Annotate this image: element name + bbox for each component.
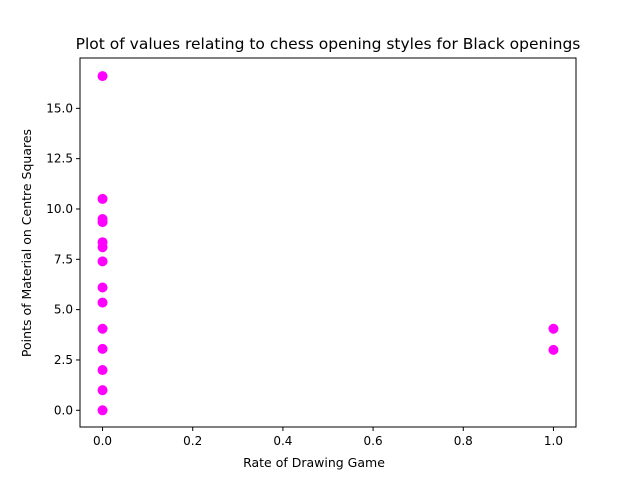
scatter-point bbox=[548, 344, 559, 355]
scatter-point bbox=[97, 193, 108, 204]
x-axis-label: Rate of Drawing Game bbox=[243, 455, 385, 470]
x-tick-label: 0.2 bbox=[183, 434, 202, 448]
y-tick-label: 7.5 bbox=[54, 252, 73, 266]
x-tick-label: 0.4 bbox=[273, 434, 292, 448]
scatter-point bbox=[97, 365, 108, 376]
chart-title: Plot of values relating to chess opening… bbox=[76, 35, 581, 53]
axis-ticks: 0.0 0.2 0.4 0.6 0.8 1.0 0.0 2.5 5.0 7.5 10.0 12.5 15… bbox=[46, 101, 563, 448]
x-tick-label: 0.0 bbox=[93, 434, 112, 448]
scatter-point bbox=[97, 71, 108, 82]
scatter-point bbox=[97, 217, 108, 228]
y-tick-label: 10.0 bbox=[46, 202, 73, 216]
x-tick-label: 0.8 bbox=[454, 434, 473, 448]
scatter-point bbox=[97, 323, 108, 334]
scatter-point bbox=[97, 405, 108, 416]
y-axis-label: Points of Material on Centre Squares bbox=[19, 129, 34, 357]
x-tick-label: 0.6 bbox=[364, 434, 383, 448]
y-tick-label: 0.0 bbox=[54, 403, 73, 417]
plot-frame bbox=[79, 57, 577, 428]
scatter-point bbox=[97, 297, 108, 308]
scatter-point bbox=[548, 323, 559, 334]
scatter-point bbox=[97, 256, 108, 267]
scatter-point bbox=[97, 343, 108, 354]
scatter-point bbox=[97, 282, 108, 293]
y-tick-label: 2.5 bbox=[54, 353, 73, 367]
y-tick-label: 5.0 bbox=[54, 303, 73, 317]
y-tick-label: 12.5 bbox=[46, 152, 73, 166]
scatter-point bbox=[97, 385, 108, 396]
x-tick-label: 1.0 bbox=[544, 434, 563, 448]
scatter-point bbox=[97, 242, 108, 253]
y-tick-label: 15.0 bbox=[46, 101, 73, 115]
data-points bbox=[97, 71, 559, 416]
